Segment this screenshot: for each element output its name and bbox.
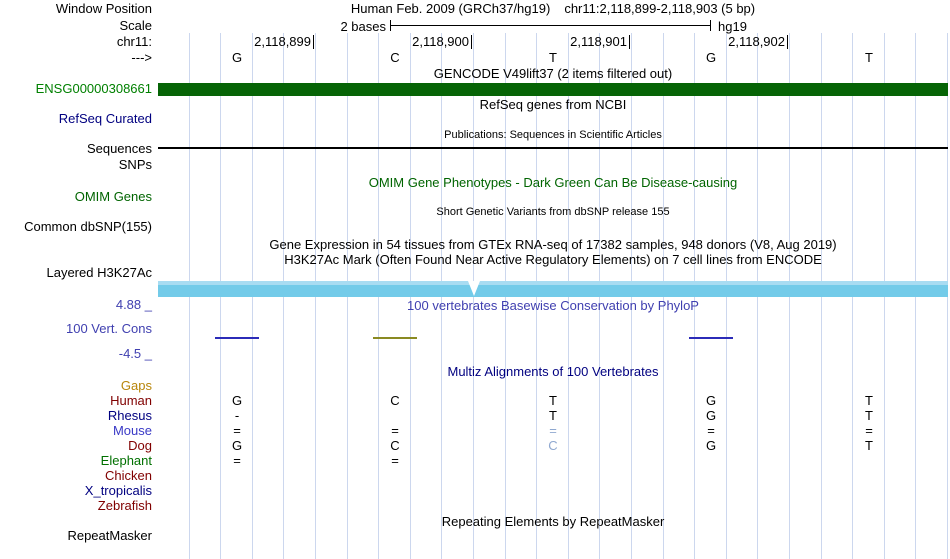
- h3k27ac-signal-notch: [468, 281, 480, 296]
- scale-label: Scale: [119, 18, 152, 33]
- gencode-gene-item[interactable]: [158, 83, 948, 96]
- gtex-track-title: Gene Expression in 54 tissues from GTEx …: [269, 237, 837, 252]
- repeatmasker-label[interactable]: RepeatMasker: [67, 528, 152, 543]
- alignment-base: T: [549, 393, 557, 408]
- scale-bar: [390, 25, 710, 26]
- scale-bar-left-tick: [390, 20, 391, 31]
- scale-value: 2 bases: [340, 19, 386, 34]
- ruler-coordinate: 2,118,901: [480, 35, 630, 49]
- gencode-item-label[interactable]: ENSG00000308661: [35, 81, 152, 96]
- species-label-zebrafish[interactable]: Zebrafish: [97, 498, 152, 513]
- alignment-base: =: [233, 453, 241, 468]
- conservation-mark: [373, 337, 417, 339]
- ruler-coordinate: 2,118,902: [638, 35, 788, 49]
- alignment-base: G: [231, 393, 243, 408]
- species-label-rhesus[interactable]: Rhesus: [107, 408, 152, 423]
- gencode-track-title: GENCODE V49lift37 (2 items filtered out): [433, 66, 673, 81]
- alignment-base: T: [865, 393, 873, 408]
- alignment-base: =: [233, 423, 241, 438]
- position-range: chr11:2,118,899-2,118,903 (5 bp): [564, 1, 756, 16]
- conservation-max-label: 4.88 _: [115, 297, 152, 312]
- species-label-human[interactable]: Human: [110, 393, 152, 408]
- species-label-dog[interactable]: Dog: [128, 438, 152, 453]
- assembly-name: Human Feb. 2009 (GRCh37/hg19): [350, 1, 551, 16]
- h3k27ac-track-title: H3K27Ac Mark (Often Found Near Active Re…: [284, 252, 822, 267]
- conservation-mark: [689, 337, 733, 339]
- alignment-base: =: [391, 423, 399, 438]
- conservation-min-label: -4.5 _: [118, 346, 152, 361]
- conservation-track-label[interactable]: 100 Vert. Cons: [66, 321, 152, 336]
- alignment-base: =: [707, 423, 715, 438]
- ruler-coordinate: 2,118,899: [164, 35, 314, 49]
- gaps-label[interactable]: Gaps: [120, 378, 152, 393]
- ruler-base: G: [231, 50, 243, 65]
- alignment-base: =: [549, 423, 557, 438]
- alignment-base: T: [865, 438, 873, 453]
- common-dbsnp-label[interactable]: Common dbSNP(155): [24, 219, 152, 234]
- strand-label: --->: [131, 50, 152, 65]
- publications-snps-label[interactable]: SNPs: [118, 157, 152, 172]
- conservation-track-title: 100 vertebrates Basewise Conservation by…: [407, 298, 699, 313]
- alignment-base: C: [390, 438, 400, 453]
- window-position-label: Window Position: [55, 1, 152, 16]
- alignment-base: G: [231, 438, 243, 453]
- refseq-curated-label[interactable]: RefSeq Curated: [58, 111, 152, 126]
- window-position-line: Human Feb. 2009 (GRCh37/hg19) chr11:2,11…: [158, 2, 948, 15]
- h3k27ac-signal-main[interactable]: [158, 285, 948, 297]
- alignment-base: C: [390, 393, 400, 408]
- ruler-base: G: [705, 50, 717, 65]
- dbsnp-track-title: Short Genetic Variants from dbSNP releas…: [436, 206, 670, 218]
- species-label-mouse[interactable]: Mouse: [112, 423, 152, 438]
- conservation-mark: [215, 337, 259, 339]
- chrom-label: chr11:: [116, 34, 152, 49]
- publications-sequences-label[interactable]: Sequences: [86, 141, 152, 156]
- omim-track-title: OMIM Gene Phenotypes - Dark Green Can Be…: [368, 175, 738, 190]
- alignment-base: =: [865, 423, 873, 438]
- alignment-base: T: [865, 408, 873, 423]
- alignment-base: T: [549, 408, 557, 423]
- assembly-short-label: hg19: [718, 19, 747, 34]
- species-label-x_tropicalis[interactable]: X_tropicalis: [84, 483, 152, 498]
- layered-h3k27ac-label[interactable]: Layered H3K27Ac: [46, 265, 152, 280]
- alignment-base: C: [548, 438, 558, 453]
- omim-genes-label[interactable]: OMIM Genes: [74, 189, 152, 204]
- ruler-base: C: [390, 50, 400, 65]
- alignment-base: =: [391, 453, 399, 468]
- ruler-base: T: [549, 50, 557, 65]
- ruler-base: T: [865, 50, 873, 65]
- alignment-base: -: [234, 408, 240, 423]
- scale-bar-right-tick: [710, 20, 711, 31]
- alignment-base: G: [705, 393, 717, 408]
- refseq-track-title: RefSeq genes from NCBI: [479, 97, 627, 112]
- publications-track-title: Publications: Sequences in Scientific Ar…: [444, 129, 662, 141]
- alignment-base: G: [705, 408, 717, 423]
- species-label-elephant[interactable]: Elephant: [100, 453, 152, 468]
- species-label-chicken[interactable]: Chicken: [105, 468, 152, 483]
- alignment-base: G: [705, 438, 717, 453]
- ruler-coordinate: 2,118,900: [322, 35, 472, 49]
- publications-sequence-item[interactable]: [158, 147, 948, 149]
- repeatmasker-track-title: Repeating Elements by RepeatMasker: [441, 514, 665, 529]
- multiz-track-title: Multiz Alignments of 100 Vertebrates: [447, 364, 659, 379]
